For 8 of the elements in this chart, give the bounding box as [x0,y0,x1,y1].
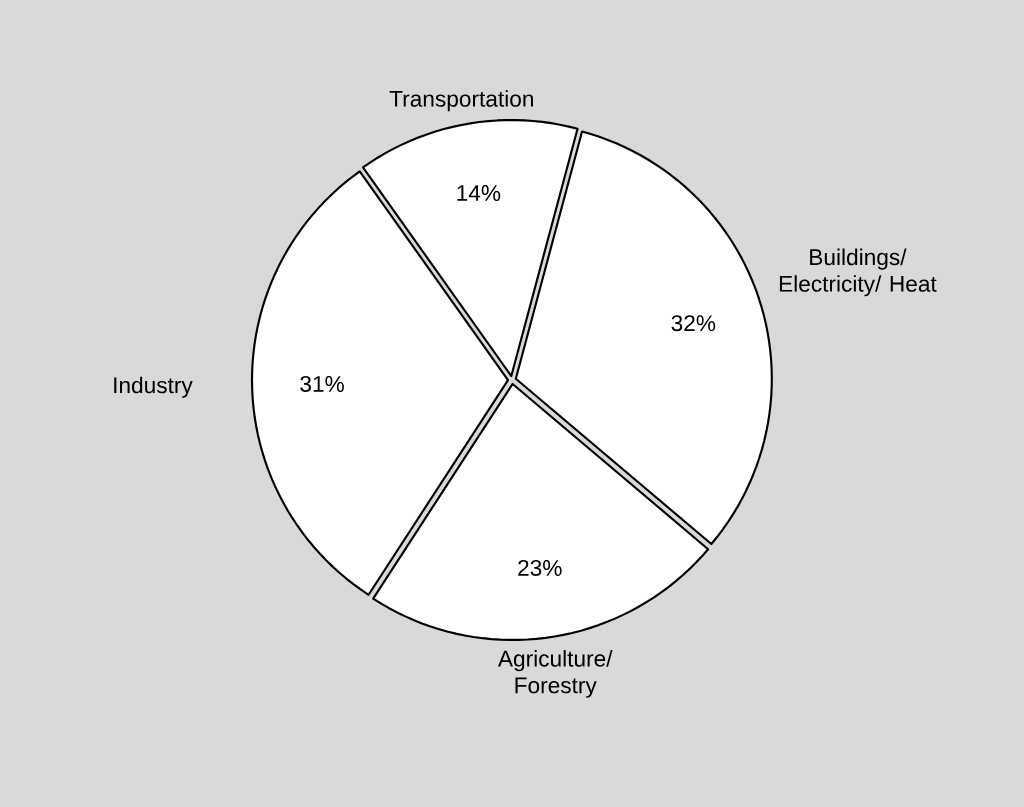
slice-label: Transportation [389,90,533,112]
slice-label: Buildings/ Electricity/ Heat [779,248,937,297]
slice-label: Industry [114,376,193,398]
data-label: 32% [671,315,716,332]
data-label: 14% [457,185,501,201]
data-label: 31% [300,375,344,393]
slice-label: Agriculture/ Forestry [497,650,613,698]
data-label: 23% [518,559,562,576]
